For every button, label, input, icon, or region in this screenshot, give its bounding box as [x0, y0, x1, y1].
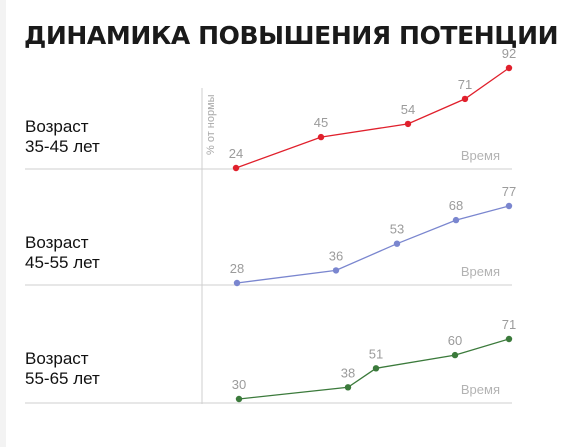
data-point [505, 202, 513, 210]
x-axis-label: Время [461, 382, 500, 397]
data-label: 60 [448, 333, 462, 348]
row-label-line: 35-45 лет [25, 137, 100, 156]
left-edge-strip [0, 0, 6, 447]
y-axis-label: % от нормы [205, 94, 217, 155]
data-point [393, 240, 401, 247]
data-point [461, 95, 469, 103]
data-label: 51 [369, 346, 383, 361]
data-point [344, 384, 352, 391]
row-label-line: Возраст [25, 117, 89, 136]
data-label: 36 [329, 248, 343, 263]
row-label-line: Возраст [25, 349, 89, 368]
row-label-line: Возраст [25, 233, 89, 252]
row-label-line: 55-65 лет [25, 369, 100, 388]
data-label: 28 [230, 261, 244, 276]
data-label: 53 [390, 222, 404, 237]
data-label: 38 [341, 365, 355, 380]
data-point [233, 279, 241, 287]
data-point [317, 133, 325, 141]
data-label: 54 [401, 102, 415, 117]
data-label: 68 [449, 198, 463, 213]
data-point [235, 395, 243, 403]
data-label: 92 [502, 46, 516, 61]
data-point [505, 64, 513, 72]
x-axis-label: Время [461, 264, 500, 279]
data-point [452, 216, 460, 224]
data-label: 77 [502, 184, 516, 199]
data-label: 24 [229, 146, 243, 161]
data-label: 45 [314, 115, 328, 130]
data-point [332, 267, 340, 274]
data-label: 30 [232, 377, 246, 392]
chart-title: ДИНАМИКА ПОВЫШЕНИЯ ПОТЕНЦИИ [24, 21, 559, 50]
data-label: 71 [458, 77, 472, 92]
data-point [451, 351, 459, 359]
data-point [505, 335, 513, 343]
data-point [372, 365, 380, 372]
data-point [404, 120, 412, 128]
row-label-line: 45-55 лет [25, 253, 100, 272]
data-label: 71 [502, 317, 516, 332]
x-axis-label: Время [461, 148, 500, 163]
data-point [232, 164, 240, 172]
